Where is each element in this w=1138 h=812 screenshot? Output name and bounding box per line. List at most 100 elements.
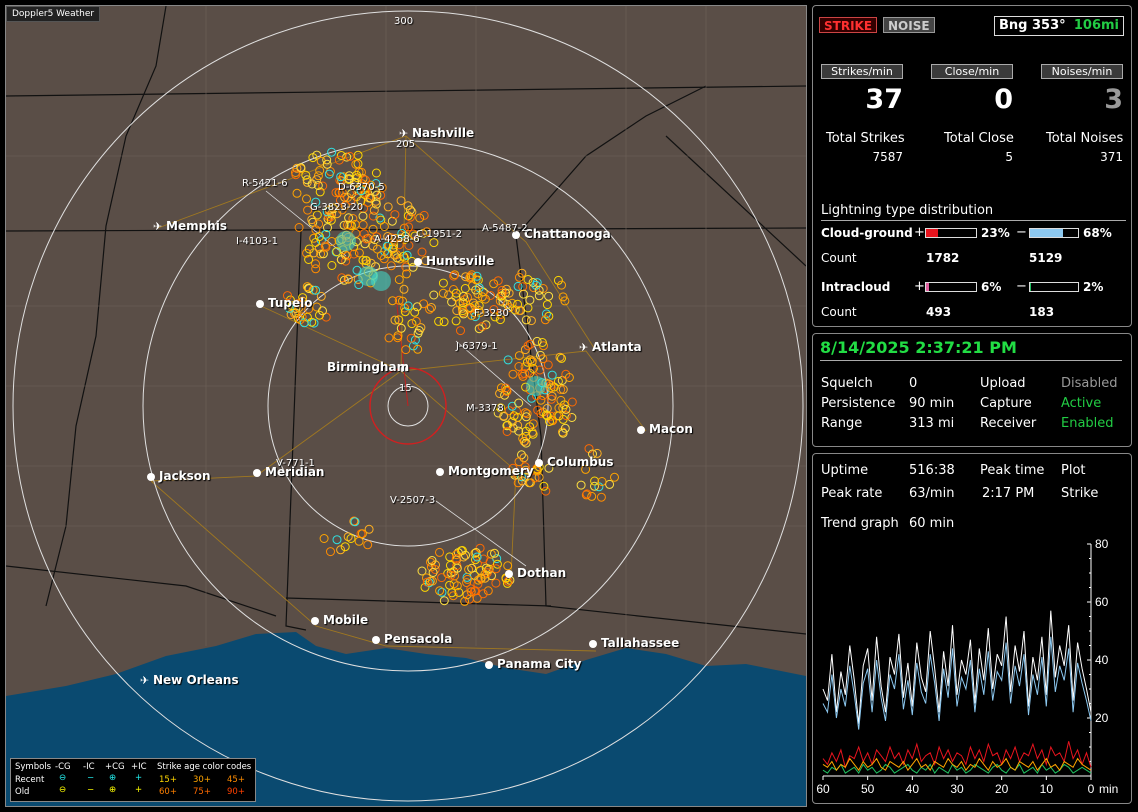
city-label-nashville[interactable]: Nashville (412, 126, 475, 140)
strike-marker (480, 573, 490, 583)
total-strikes-value: 7587 (872, 150, 903, 164)
storm-cell-label[interactable]: V-2507-3 (390, 495, 436, 506)
bearing-readout: Bng 353° 106mi (994, 16, 1124, 36)
legend-col-neg-cg: -CG (55, 762, 71, 772)
storm-cell-label[interactable]: R-5421-6 (242, 178, 288, 189)
strike-marker (449, 271, 459, 281)
strike-marker (315, 187, 325, 197)
strike-marker (541, 309, 551, 319)
strike-marker (472, 271, 482, 281)
noise-mode-button[interactable]: NOISE (883, 17, 935, 33)
strike-marker (459, 291, 468, 301)
strike-marker (513, 420, 523, 430)
strikes-per-min-value: 37 (865, 84, 903, 115)
strike-marker (514, 426, 524, 436)
storm-cell-label[interactable]: A-5487-2 (482, 223, 528, 234)
range-value[interactable]: 313 mi (909, 416, 955, 431)
city-label-macon[interactable]: Macon (649, 422, 693, 436)
city-label-atlanta[interactable]: Atlanta (592, 340, 642, 354)
strike-marker (560, 423, 570, 433)
storm-cell-label[interactable]: D-6370-5 (338, 182, 385, 193)
strike-marker (508, 463, 518, 473)
noises-per-min-button[interactable]: Noises/min (1041, 64, 1123, 79)
storm-cell-label[interactable]: G-3823-20 (310, 202, 364, 213)
strike-marker (354, 280, 364, 290)
strike-marker (556, 395, 566, 405)
strike-marker (497, 288, 507, 298)
strike-marker (320, 241, 330, 251)
peak-time-value: 2:17 PM (982, 486, 1035, 501)
strike-marker (427, 556, 437, 565)
strike-marker (450, 270, 460, 280)
city-dot-tallahassee (589, 640, 597, 648)
strike-marker (376, 251, 386, 260)
strike-marker (366, 193, 376, 203)
peak-time-label: Peak time (980, 463, 1045, 478)
capture-value[interactable]: Active (1061, 396, 1102, 411)
strike-marker (326, 215, 336, 225)
strike-marker (410, 307, 420, 317)
city-label-panama-city[interactable]: Panama City (497, 657, 582, 671)
strike-marker (401, 262, 411, 272)
squelch-value[interactable]: 0 (909, 376, 918, 391)
strike-marker (523, 275, 533, 284)
strike-marker (399, 284, 409, 294)
cg-plus-bar (925, 228, 977, 238)
strike-marker (316, 249, 326, 259)
strike-marker (514, 457, 524, 467)
map-canvas[interactable] (6, 6, 806, 806)
strike-marker (328, 203, 338, 213)
strike-marker (531, 280, 541, 290)
strike-marker (388, 244, 397, 254)
strike-marker (322, 155, 332, 165)
storm-cell-label[interactable]: A-4258-6 (374, 234, 420, 245)
strike-marker (537, 338, 547, 347)
cg-plus-sign: + (914, 225, 925, 240)
city-label-birmingham[interactable]: Birmingham (327, 360, 410, 374)
strike-mode-button[interactable]: STRIKE (819, 17, 878, 33)
storm-cell-label[interactable]: V-771-1 (276, 458, 315, 469)
strike-marker (518, 433, 528, 443)
city-label-pensacola[interactable]: Pensacola (384, 632, 453, 646)
receiver-value[interactable]: Enabled (1061, 416, 1114, 431)
strike-marker (350, 517, 360, 527)
strike-marker (503, 561, 513, 571)
city-dot-tupelo (256, 300, 264, 308)
city-label-jackson[interactable]: Jackson (159, 469, 211, 483)
close-per-min-button[interactable]: Close/min (931, 64, 1013, 79)
city-label-memphis[interactable]: Memphis (166, 219, 227, 233)
strike-marker (547, 391, 557, 401)
city-label-tupelo[interactable]: Tupelo (268, 296, 313, 310)
strike-marker (538, 354, 548, 364)
upload-value[interactable]: Disabled (1061, 376, 1118, 391)
city-label-dothan[interactable]: Dothan (517, 566, 567, 580)
city-label-tallahassee[interactable]: Tallahassee (601, 636, 680, 650)
city-label-chattanooga[interactable]: Chattanooga (524, 227, 611, 241)
strike-marker (493, 408, 503, 418)
strike-marker (284, 303, 294, 313)
strike-marker (502, 427, 512, 436)
city-label-columbus[interactable]: Columbus (547, 455, 614, 469)
squelch-label: Squelch (821, 376, 873, 391)
trend-series-line-1 (822, 636, 1092, 730)
trend-graph-value[interactable]: 60 min (909, 516, 955, 531)
storm-cell-label[interactable]: M-3378 (466, 403, 504, 414)
city-label-montgomery[interactable]: Montgomery (448, 464, 534, 478)
storm-cell-label[interactable]: J-6379-1 (456, 341, 498, 352)
strike-marker (492, 559, 502, 569)
strike-marker (411, 316, 421, 326)
city-dot-dothan (505, 570, 513, 578)
city-label-mobile[interactable]: Mobile (323, 613, 369, 627)
persistence-value[interactable]: 90 min (909, 396, 955, 411)
strikes-per-min-button[interactable]: Strikes/min (821, 64, 903, 79)
plot-value[interactable]: Strike (1061, 486, 1099, 501)
city-label-new-orleans[interactable]: New Orleans (153, 673, 239, 687)
storm-cell-label[interactable]: C-1951-2 (416, 229, 463, 240)
storm-cell-label[interactable]: F-3230 (474, 308, 509, 319)
strike-marker (334, 155, 344, 165)
city-label-meridian[interactable]: Meridian (265, 465, 325, 479)
city-label-huntsville[interactable]: Huntsville (426, 254, 495, 268)
strike-marker (323, 223, 332, 233)
storm-cell-label[interactable]: I-4103-1 (236, 236, 278, 247)
lightning-map[interactable]: Doppler5 Weather 300 205 15 ✈ Nashville ✈ M… (5, 5, 807, 807)
